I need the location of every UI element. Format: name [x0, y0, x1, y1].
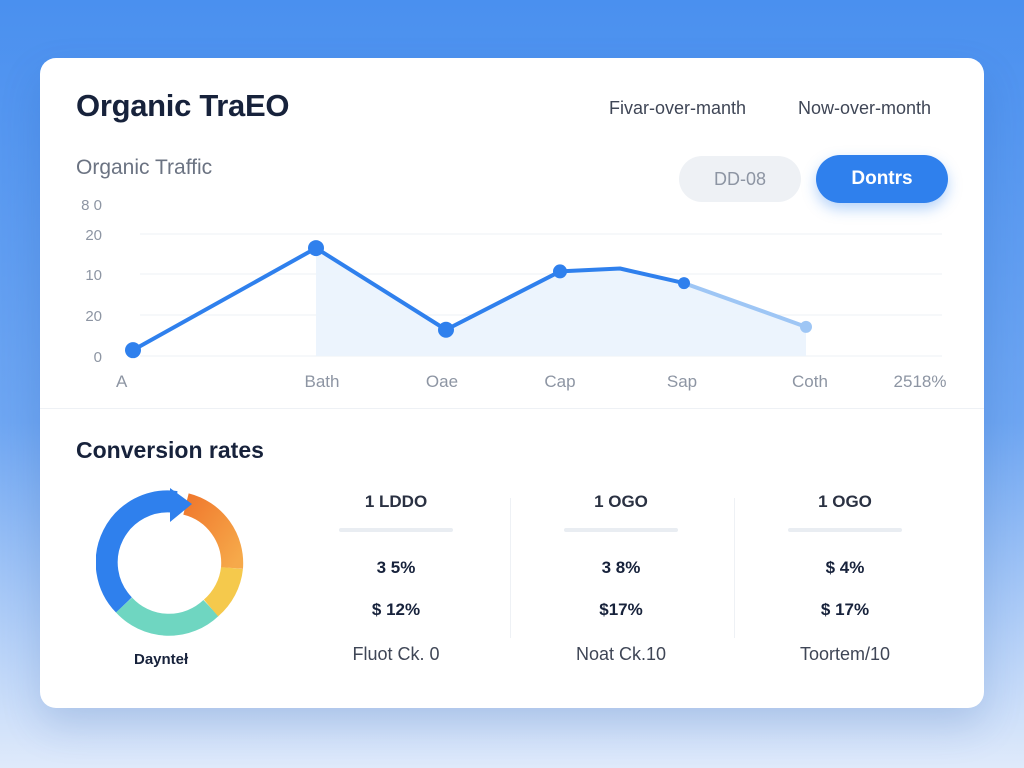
conversion-column: 1 OGO 3 8% $17% Noat Ck.10	[546, 492, 696, 665]
series-line-tail	[682, 281, 808, 329]
donut-label: Daynteł	[134, 651, 189, 668]
column-value-1: 3 8%	[601, 558, 641, 577]
column-underline	[339, 528, 453, 532]
x-tick-label: 2518%	[894, 372, 947, 391]
column-value-2: $ 17%	[820, 600, 870, 619]
y-tick-label: 10	[85, 267, 102, 284]
conversion-column: 1 LDDO 3 5% $ 12% Fluot Ck. 0	[321, 492, 471, 665]
period-toggle-1[interactable]: Fivar-over-manth	[609, 98, 747, 118]
donut-arrow-icon	[170, 488, 192, 522]
data-point	[125, 342, 141, 359]
column-footer: Fluot Ck. 0	[352, 644, 440, 664]
conversion-title: Conversion rates	[76, 437, 264, 463]
column-divider	[510, 498, 511, 638]
y-tick-label: 20	[85, 227, 102, 244]
column-footer: Toortem/10	[799, 644, 891, 664]
traffic-subtitle: Organic Traffic	[76, 156, 213, 179]
x-tick-label: Sap	[667, 372, 697, 391]
traffic-line-chart: 0 20 10 20 8 0 A Bath Oae Cap Sap Coth 2518%	[81, 197, 947, 391]
primary-action-button[interactable]: Dontrs	[816, 155, 948, 203]
data-point	[308, 240, 324, 257]
section-divider	[40, 408, 984, 409]
donut-segment-teal	[115, 597, 219, 636]
conversion-donut	[96, 488, 244, 636]
data-point	[800, 320, 812, 333]
x-tick-label: Cap	[544, 372, 575, 391]
page-title: Organic TraEO	[76, 88, 290, 123]
column-value-1: 3 5%	[376, 558, 416, 577]
column-head: 1 OGO	[818, 492, 872, 511]
column-divider	[734, 498, 735, 638]
y-tick-label: 20	[85, 308, 102, 325]
column-underline	[788, 528, 902, 532]
column-head: 1 OGO	[594, 492, 648, 511]
column-value-2: $ 12%	[371, 600, 421, 619]
dashboard-card: Organic TraEO Fivar-over-manth Now-over-…	[40, 58, 984, 708]
y-tick-label: 8 0	[81, 197, 102, 214]
x-tick-label: Bath	[305, 372, 340, 391]
donut-segment-blue	[96, 490, 178, 613]
series-line	[131, 246, 686, 353]
column-head: 1 LDDO	[364, 492, 428, 511]
period-toggle-2[interactable]: Now-over-month	[798, 98, 932, 118]
y-tick-label: 0	[94, 349, 102, 366]
conversion-column: 1 OGO $ 4% $ 17% Toortem/10	[770, 492, 920, 665]
column-value-2: $17%	[599, 600, 643, 619]
data-point	[553, 264, 567, 279]
column-value-1: $ 4%	[825, 558, 865, 577]
donut-segment-yellow	[203, 566, 243, 617]
x-tick-label: Oae	[426, 372, 458, 391]
x-tick-label: A	[116, 372, 128, 391]
data-point	[678, 277, 690, 290]
date-filter-button[interactable]: DD-08	[679, 156, 801, 202]
column-footer: Noat Ck.10	[575, 644, 667, 664]
donut-segment-orange	[182, 493, 244, 569]
x-tick-label: Coth	[792, 372, 828, 391]
column-underline	[564, 528, 678, 532]
data-point	[438, 321, 454, 338]
